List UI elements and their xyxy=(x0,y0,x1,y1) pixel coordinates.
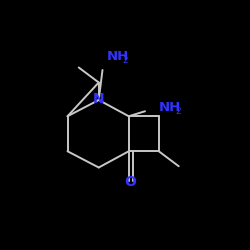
Text: NH: NH xyxy=(106,50,128,63)
Text: N: N xyxy=(92,92,104,106)
Text: O: O xyxy=(124,176,136,190)
Text: 2: 2 xyxy=(122,56,128,65)
Text: NH: NH xyxy=(159,101,181,114)
Text: 2: 2 xyxy=(175,107,180,116)
